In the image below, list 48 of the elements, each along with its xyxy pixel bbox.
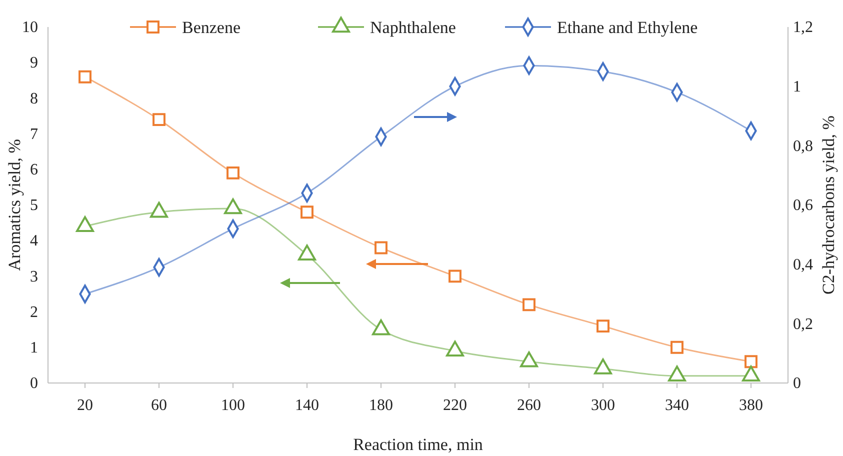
- point: [372, 319, 390, 336]
- y2-tick-label: 0,4: [793, 256, 813, 274]
- y2-tick-label: 1: [793, 78, 801, 96]
- point: [520, 351, 538, 368]
- x-tick-label: 220: [443, 397, 467, 414]
- point: [446, 340, 464, 357]
- point: [76, 216, 94, 232]
- y-tick-label: 6: [30, 162, 38, 179]
- y2-tick-label: 0: [793, 375, 801, 392]
- point: [152, 113, 166, 126]
- x-tick-label: 340: [665, 397, 689, 414]
- y-tick-label: 3: [30, 268, 38, 286]
- y-tick-label: 0: [30, 375, 38, 392]
- legend-label: Benzene: [182, 18, 241, 37]
- y-tick-label: 8: [30, 90, 38, 108]
- y2-tick-label: 0,8: [793, 138, 813, 155]
- y-axis-title: Aromatics yield, %: [5, 139, 24, 271]
- x-axis-title: Reaction time, min: [353, 435, 484, 454]
- point: [668, 366, 686, 382]
- x-tick-label: 260: [517, 397, 541, 414]
- y-tick-label: 1: [30, 340, 38, 357]
- x-tick-label: 300: [591, 397, 615, 414]
- y-tick-label: 2: [30, 304, 38, 321]
- y2-tick-label: 1,2: [793, 19, 813, 36]
- x-tick-label: 380: [739, 397, 763, 414]
- x-tick-label: 20: [77, 397, 93, 414]
- y-tick-label: 5: [30, 197, 38, 214]
- point: [374, 241, 388, 254]
- y2-axis-title: C2-hydrocarbons yield, %: [819, 116, 838, 294]
- y-tick-label: 4: [30, 232, 38, 250]
- point: [226, 166, 240, 180]
- x-tick-label: 60: [151, 397, 167, 414]
- point: [300, 206, 314, 219]
- point: [448, 270, 462, 283]
- legend-label: Naphthalene: [370, 18, 456, 37]
- y-tick-label: 9: [30, 54, 38, 72]
- y-tick-label: 7: [30, 126, 38, 143]
- y2-tick-label: 0,6: [793, 197, 813, 214]
- x-tick-label: 180: [369, 397, 393, 414]
- x-tick-label: 100: [221, 397, 245, 414]
- point: [742, 366, 760, 382]
- y2-tick-label: 0,2: [793, 316, 813, 333]
- y-tick-label: 10: [22, 19, 38, 36]
- legend-label: Ethane and Ethylene: [557, 18, 698, 37]
- point: [298, 244, 316, 260]
- point: [594, 358, 612, 374]
- point: [78, 70, 92, 84]
- x-tick-label: 140: [295, 397, 319, 414]
